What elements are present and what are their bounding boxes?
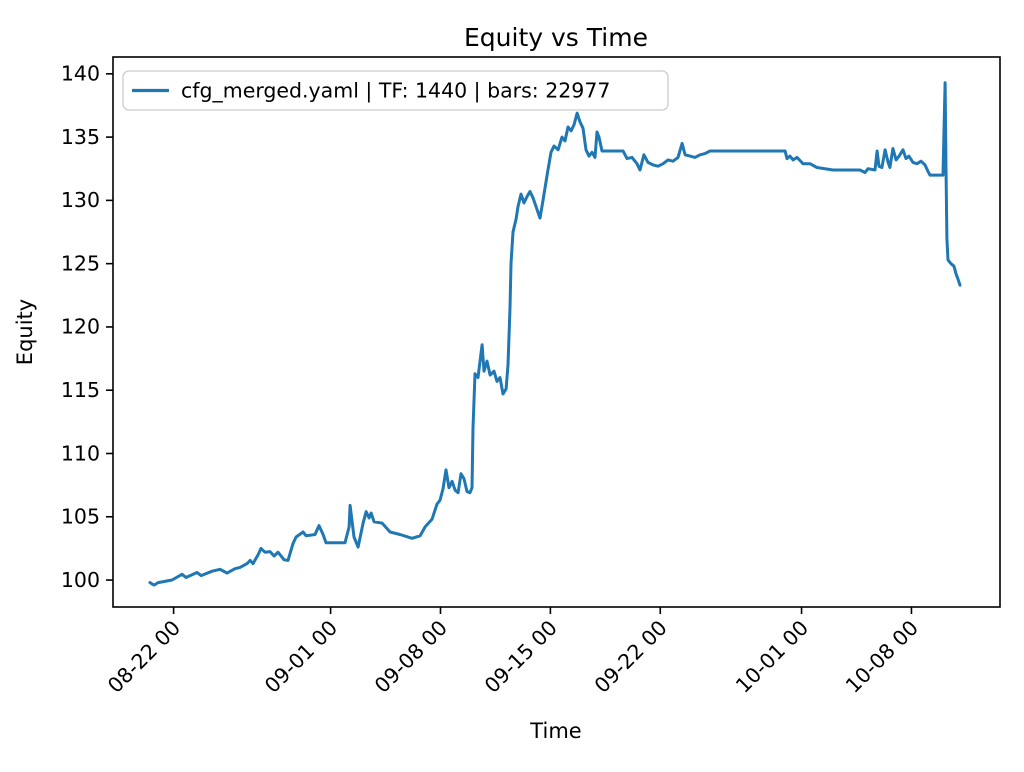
y-tick-label: 125 <box>61 251 100 275</box>
x-axis-label: Time <box>529 719 581 743</box>
y-tick-label: 130 <box>61 188 100 212</box>
y-axis-label: Equity <box>13 299 37 365</box>
y-tick-label: 115 <box>61 378 100 402</box>
chart-title: Equity vs Time <box>464 23 648 52</box>
plot-area <box>112 56 1001 608</box>
y-tick-label: 100 <box>61 568 100 592</box>
y-axis-ticks: 100 105 110 115 120 125 130 135 140 <box>61 62 113 592</box>
legend-frame <box>122 70 669 111</box>
y-tick-label: 110 <box>61 441 100 465</box>
y-tick-label: 135 <box>61 125 100 149</box>
equity-line-series <box>148 81 962 587</box>
legend-label: cfg_merged.yaml | TF: 1440 | bars: 22977 <box>181 79 610 104</box>
y-tick-label: 140 <box>61 62 100 86</box>
legend: cfg_merged.yaml | TF: 1440 | bars: 22977 <box>122 70 669 111</box>
y-tick-label: 120 <box>61 315 100 339</box>
y-tick-label: 105 <box>61 505 100 529</box>
